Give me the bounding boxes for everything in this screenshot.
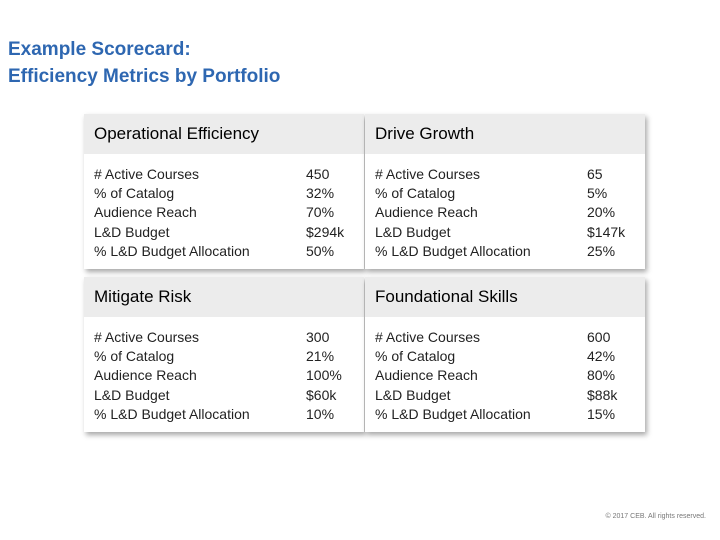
metric-value: 20% [587,204,616,221]
page-title-line-1: Example Scorecard: [8,39,191,60]
metric-value: 600 [587,329,611,345]
metric-value: 5% [587,185,608,202]
metric-value: 450 [306,166,330,182]
metric-values: 450 32% 70% $294k 50% [306,165,344,261]
metric-value: 15% [587,405,616,422]
metric-label: L&D Budget [375,223,451,240]
metric-label: % of Catalog [375,348,456,365]
quadrant-drive-growth: Drive Growth # Active Courses % of Catal… [365,114,645,269]
metric-value: 21% [306,348,335,365]
metric-labels: # Active Courses % of Catalog Audience R… [375,165,531,261]
metric-label: % L&D Budget Allocation [94,405,250,422]
metric-label: % of Catalog [375,185,456,202]
metric-label: Audience Reach [94,367,197,384]
metric-label: # Active Courses [94,166,200,182]
quadrant-foundational-skills: Foundational Skills # Active Courses % o… [365,277,645,432]
metric-label: Audience Reach [94,204,197,221]
metric-value: 50% [306,242,335,259]
metric-value: $88k [587,386,618,403]
quadrant-header: Drive Growth [365,114,645,154]
metric-labels: # Active Courses % of Catalog Audience R… [375,328,531,424]
page-title-line-2: Efficiency Metrics by Portfolio [8,66,281,87]
metric-labels: # Active Courses % of Catalog Audience R… [94,165,250,261]
metric-values: 300 21% 100% $60k 10% [306,328,342,424]
quadrant-header: Foundational Skills [365,277,645,317]
metric-label: # Active Courses [375,329,481,345]
metric-label: L&D Budget [375,386,451,403]
metric-label: # Active Courses [94,329,200,345]
metric-values: 65 5% 20% $147k 25% [587,165,625,261]
metric-label: Audience Reach [375,204,478,221]
metric-value: $147k [587,223,626,240]
quadrant-header: Operational Efficiency [84,114,364,154]
metric-value: 70% [306,204,335,221]
quadrant-body: # Active Courses % of Catalog Audience R… [84,317,364,432]
metric-label: % L&D Budget Allocation [94,242,250,259]
metric-label: % of Catalog [94,348,175,365]
metric-value: 80% [587,367,616,384]
metric-value: 10% [306,405,335,422]
quadrant-body: # Active Courses % of Catalog Audience R… [84,154,364,269]
metric-labels: # Active Courses % of Catalog Audience R… [94,328,250,424]
metric-label: % L&D Budget Allocation [375,242,531,259]
page-title: Example Scorecard: Efficiency Metrics by… [8,36,280,90]
metric-value: $60k [306,386,337,403]
quadrant-body: # Active Courses % of Catalog Audience R… [365,154,645,269]
metric-value: 42% [587,348,616,365]
metric-label: % L&D Budget Allocation [375,405,531,422]
metric-value: 300 [306,329,330,345]
quadrant-header: Mitigate Risk [84,277,364,317]
metric-value: 100% [306,367,342,384]
copyright-footer: © 2017 CEB. All rights reserved. [605,513,706,520]
metric-value: 25% [587,242,616,259]
metric-label: # Active Courses [375,166,481,182]
metric-label: L&D Budget [94,223,170,240]
quadrant-body: # Active Courses % of Catalog Audience R… [365,317,645,432]
metric-label: % of Catalog [94,185,175,202]
quadrant-mitigate-risk: Mitigate Risk # Active Courses % of Cata… [84,277,364,432]
metric-label: Audience Reach [375,367,478,384]
metric-value: $294k [306,223,345,240]
metric-value: 32% [306,185,335,202]
quadrant-operational-efficiency: Operational Efficiency # Active Courses … [84,114,364,269]
metric-values: 600 42% 80% $88k 15% [587,328,617,424]
metric-label: L&D Budget [94,386,170,403]
metric-value: 65 [587,166,603,182]
